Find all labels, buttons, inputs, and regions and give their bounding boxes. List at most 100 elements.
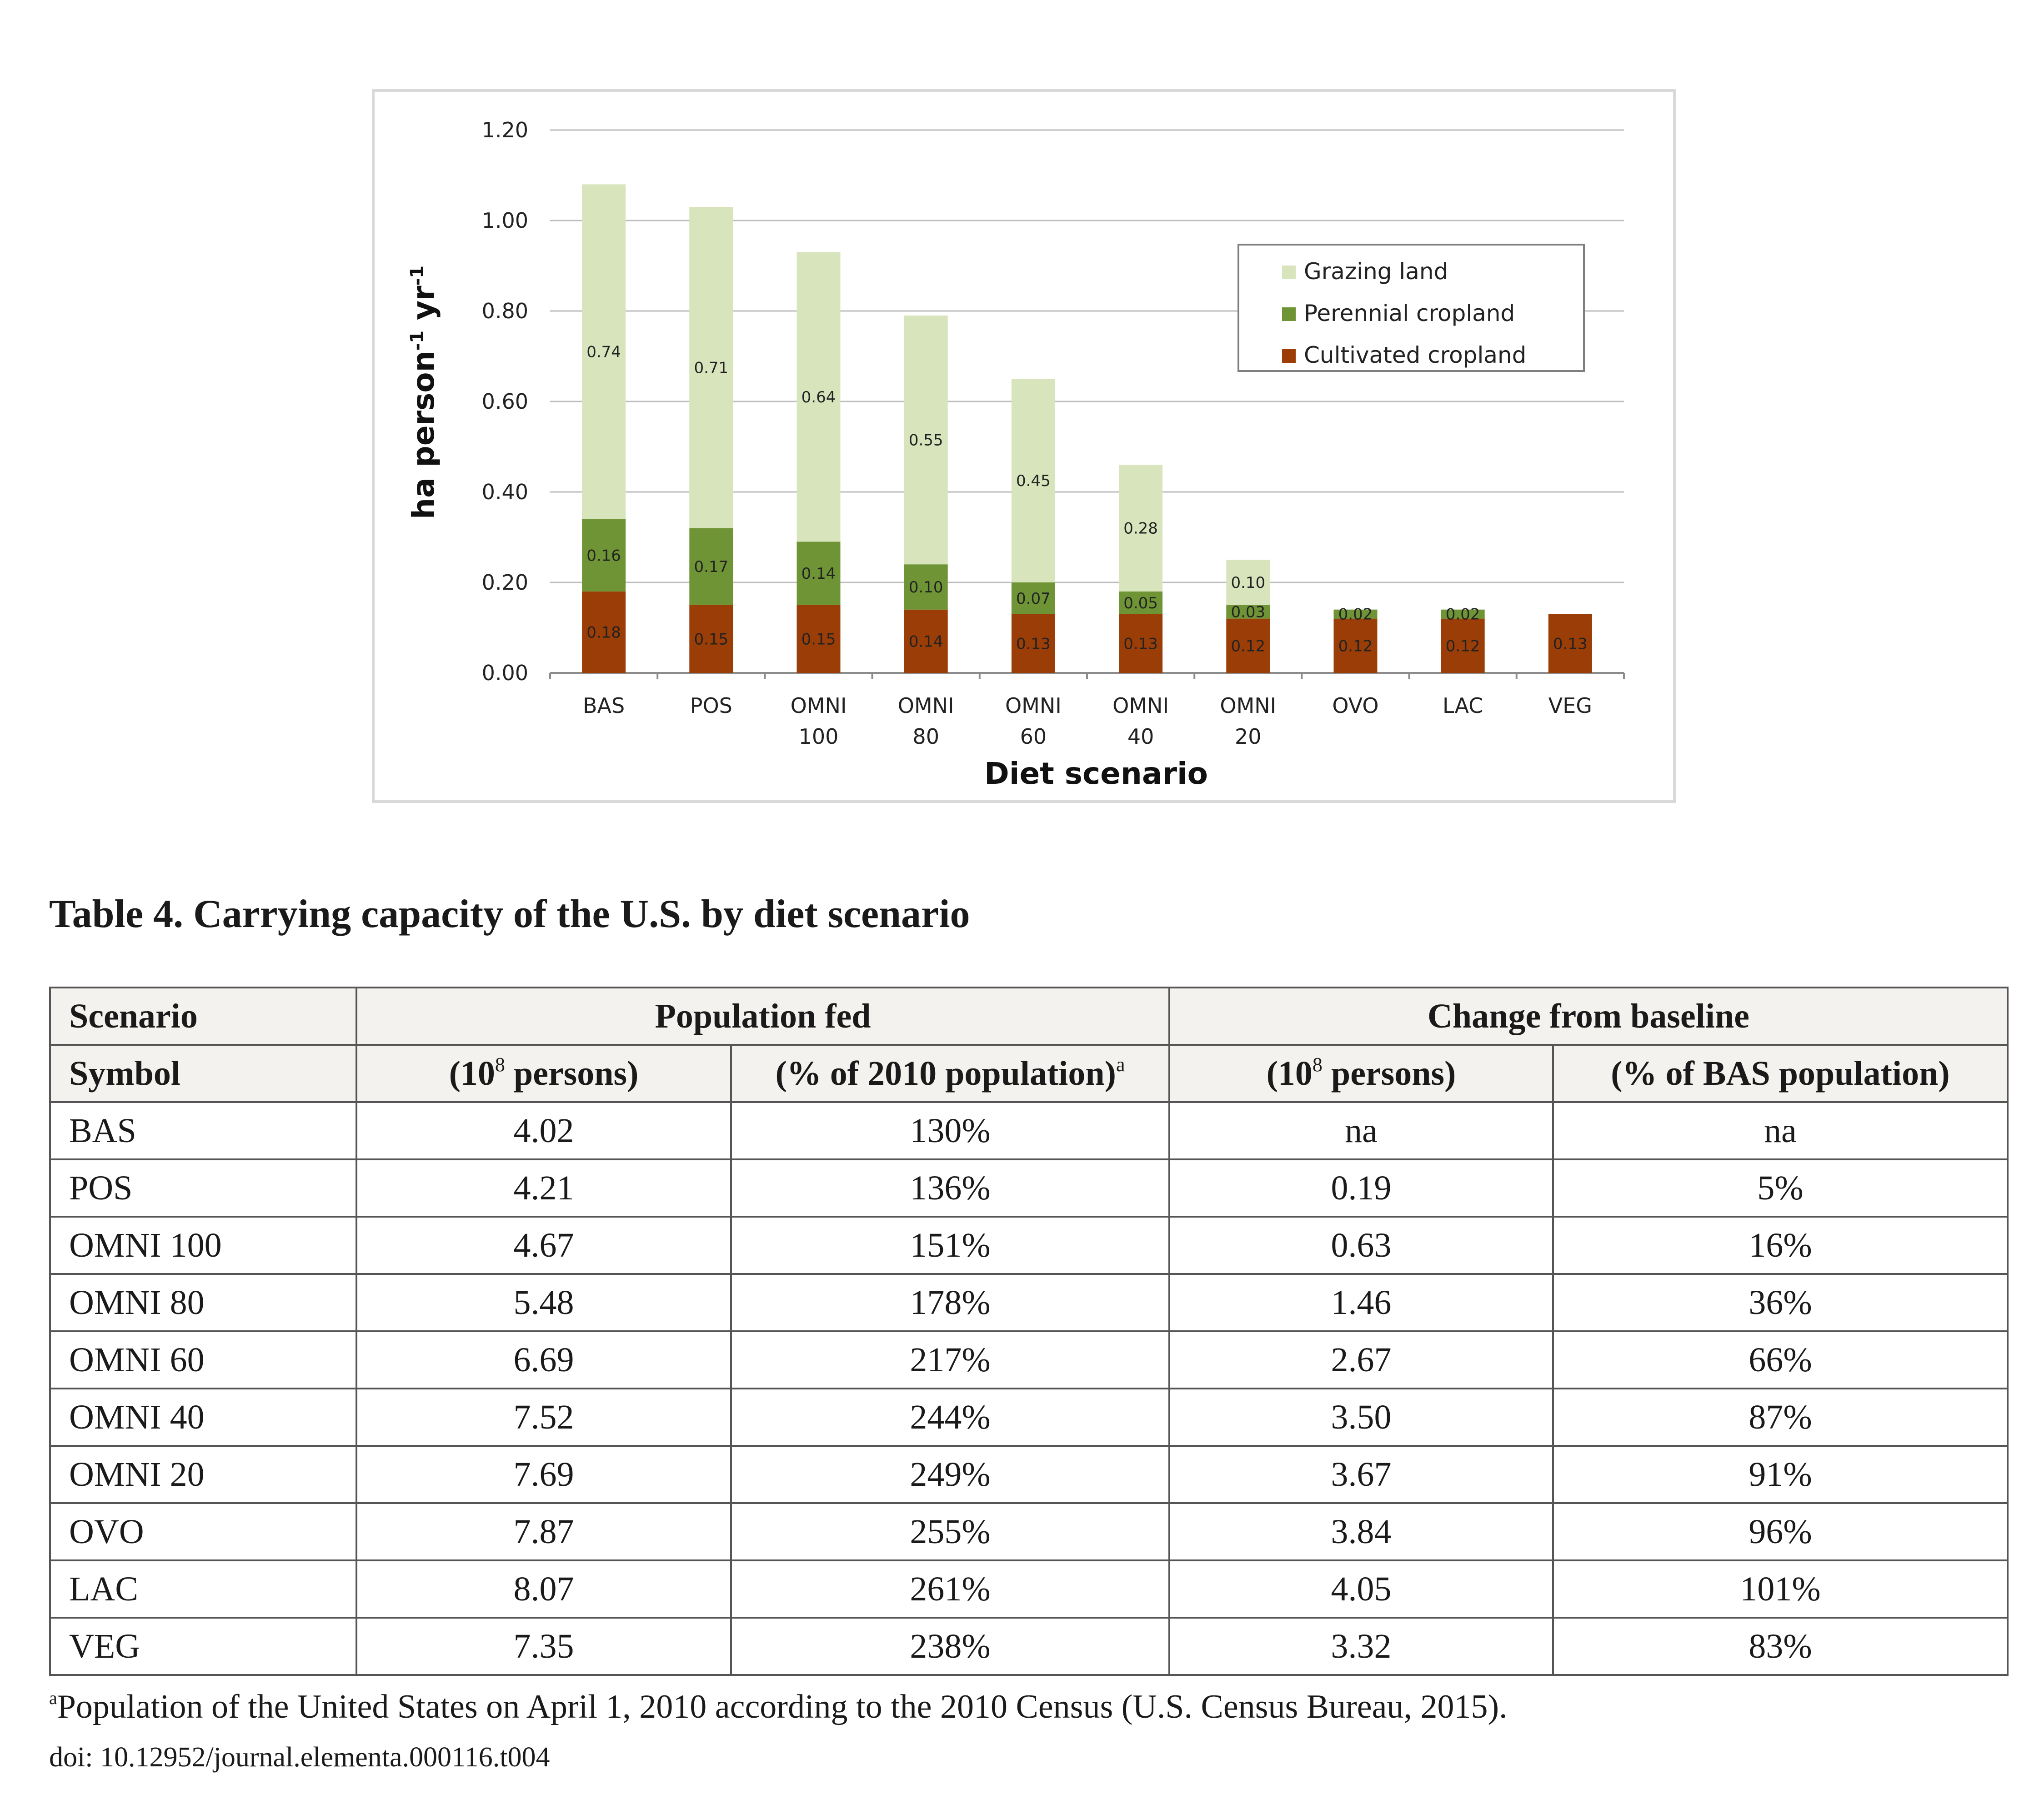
table-row: OMNI 80 5.48 178% 1.46 36%	[49, 1273, 2009, 1332]
table-cell: OMNI 40	[49, 1388, 357, 1447]
table-cell: POS	[49, 1158, 357, 1218]
table-cell: 178%	[730, 1273, 1170, 1332]
y-axis-title: ha person-1 yr-1	[406, 266, 441, 519]
x-tick-label: 20	[1235, 724, 1262, 749]
table-cell: 6.69	[356, 1330, 732, 1389]
data-label: 0.03	[1231, 603, 1265, 622]
table-cell: 0.63	[1168, 1216, 1554, 1275]
x-tick-label: 40	[1127, 724, 1154, 749]
table-cell: 5%	[1552, 1158, 2009, 1218]
table-cell: 7.35	[356, 1617, 732, 1676]
table-cell: 91%	[1552, 1445, 2009, 1504]
table-row: BAS 4.02 130% na na	[49, 1101, 2009, 1160]
table-cell: 2.67	[1168, 1330, 1554, 1389]
table-cell: 4.67	[356, 1216, 732, 1275]
table-cell: 3.84	[1168, 1502, 1554, 1561]
table-cell: 4.02	[356, 1101, 732, 1160]
table-row: LAC 8.07 261% 4.05 101%	[49, 1559, 2009, 1619]
x-tick-label: OMNI	[1005, 693, 1062, 718]
table-cell: 130%	[730, 1101, 1170, 1160]
bar-segment	[1548, 614, 1592, 673]
table-cell: 217%	[730, 1330, 1170, 1389]
data-label: 0.64	[802, 388, 836, 406]
bar-segment	[582, 591, 626, 673]
legend-swatch	[1282, 349, 1296, 363]
table-row: OMNI 40 7.52 244% 3.50 87%	[49, 1388, 2009, 1447]
bar-segment	[1011, 614, 1055, 673]
header-scenario: Scenario	[49, 987, 357, 1046]
table-cell: 3.32	[1168, 1617, 1554, 1676]
y-tick-label: 0.60	[482, 389, 528, 414]
data-label: 0.13	[1016, 635, 1051, 653]
data-label: 0.13	[1553, 635, 1588, 653]
table-cell: 8.07	[356, 1559, 732, 1619]
header-persons-2: (108 persons)	[1168, 1044, 1554, 1103]
legend-label: Cultivated cropland	[1304, 342, 1526, 368]
table-row: OMNI 100 4.67 151% 0.63 16%	[49, 1216, 2009, 1275]
x-tick-label: LAC	[1443, 693, 1483, 718]
legend-box	[1237, 244, 1585, 372]
carrying-capacity-table: Scenario Population fed Change from base…	[49, 987, 2009, 1676]
table-header-row-1: Scenario Population fed Change from base…	[49, 987, 2009, 1046]
data-label: 0.12	[1338, 637, 1373, 655]
data-label: 0.14	[802, 565, 836, 583]
table-cell: 3.50	[1168, 1388, 1554, 1447]
bar-segment	[582, 184, 626, 519]
bar-segment	[1226, 560, 1270, 605]
bar-segment	[1226, 605, 1270, 619]
data-label: 0.14	[909, 632, 943, 651]
table-row: VEG 7.35 238% 3.32 83%	[49, 1617, 2009, 1676]
data-label: 0.13	[1123, 635, 1158, 653]
x-tick-label: 60	[1020, 724, 1047, 749]
legend-label: Perennial cropland	[1304, 300, 1515, 326]
y-tick-label: 1.20	[482, 118, 528, 142]
table-cell: 87%	[1552, 1388, 2009, 1447]
data-label: 0.15	[694, 630, 728, 648]
data-label: 0.71	[694, 359, 728, 377]
table-cell: 261%	[730, 1559, 1170, 1619]
x-tick-label: VEG	[1548, 693, 1592, 718]
bar-segment	[904, 609, 948, 673]
table-cell: BAS	[49, 1101, 357, 1160]
y-tick-label: 0.40	[482, 480, 528, 504]
data-label: 0.10	[1231, 574, 1265, 592]
bar-segment	[689, 207, 733, 528]
table-row: OMNI 20 7.69 249% 3.67 91%	[49, 1445, 2009, 1504]
bar-segment	[1011, 582, 1055, 614]
table-cell: na	[1168, 1101, 1554, 1160]
table-row: OVO 7.87 255% 3.84 96%	[49, 1502, 2009, 1561]
table-cell: 3.67	[1168, 1445, 1554, 1504]
table-cell: 4.21	[356, 1158, 732, 1218]
bar-segment	[1011, 379, 1055, 582]
table-row: OMNI 60 6.69 217% 2.67 66%	[49, 1330, 2009, 1389]
data-label: 0.16	[586, 547, 621, 565]
data-label: 0.28	[1123, 520, 1158, 538]
table-cell: 249%	[730, 1445, 1170, 1504]
header-pct-bas: (% of BAS population)	[1552, 1044, 2009, 1103]
data-label: 0.17	[694, 558, 728, 576]
table-cell: 136%	[730, 1158, 1170, 1218]
legend-swatch	[1282, 307, 1296, 321]
header-symbol: Symbol	[49, 1044, 357, 1103]
chart-container: 0.00 0.20 0.40 0.60 0.80 1.00 1.20 0.18 0.16 0.74…	[372, 89, 1676, 803]
table-cell: na	[1552, 1101, 2009, 1160]
table-cell: 1.46	[1168, 1273, 1554, 1332]
x-tick-label: 100	[799, 724, 839, 749]
data-label: 0.12	[1231, 637, 1265, 655]
legend-label: Grazing land	[1304, 258, 1448, 285]
bar-segment	[1119, 591, 1163, 614]
x-tick-label: OMNI	[791, 693, 847, 718]
header-pct-2010: (% of 2010 population)a	[730, 1044, 1170, 1103]
bar-segment	[1333, 618, 1378, 673]
bar-segment	[1119, 614, 1163, 673]
data-label: 0.74	[586, 343, 621, 361]
header-population-fed: Population fed	[356, 987, 1170, 1046]
data-label: 0.18	[586, 623, 621, 642]
bar-segment	[582, 519, 626, 592]
table-cell: OMNI 60	[49, 1330, 357, 1389]
table-cell: 238%	[730, 1617, 1170, 1676]
table-cell: 255%	[730, 1502, 1170, 1561]
doi-text: doi: 10.12952/journal.elementa.000116.t0…	[49, 1742, 550, 1773]
bar-segment	[689, 605, 733, 673]
stacked-bar-chart: 0.00 0.20 0.40 0.60 0.80 1.00 1.20 0.18 0.16 0.74…	[406, 118, 1625, 791]
